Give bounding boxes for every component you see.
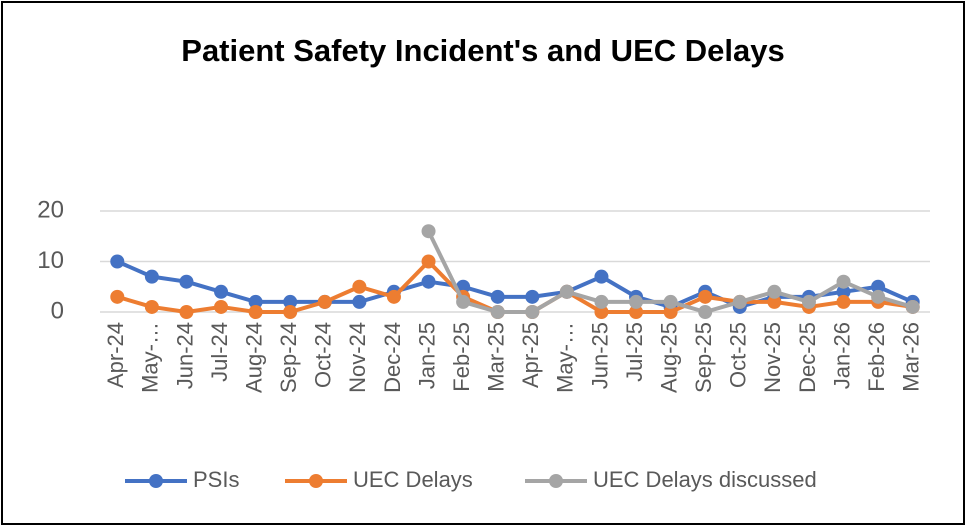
point xyxy=(283,305,298,319)
y-tick-label: 0 xyxy=(51,297,64,324)
point xyxy=(214,284,229,299)
point xyxy=(801,294,816,309)
point xyxy=(629,305,644,319)
y-tick-label: 20 xyxy=(37,196,64,223)
legend-label: UEC Delays xyxy=(353,467,473,492)
x-tick-label: May-… xyxy=(553,322,578,393)
x-tick-label: Dec-25 xyxy=(795,322,820,393)
x-tick-label: Aug-25 xyxy=(656,322,681,393)
point xyxy=(110,289,125,304)
point xyxy=(248,294,263,309)
point xyxy=(836,274,851,289)
x-tick-label: Feb-26 xyxy=(864,322,889,392)
point xyxy=(698,289,713,304)
point xyxy=(525,305,540,319)
point xyxy=(248,305,263,319)
point xyxy=(283,294,298,309)
x-tick-label: Mar-26 xyxy=(899,322,924,392)
point xyxy=(594,294,609,309)
point xyxy=(559,284,574,299)
point xyxy=(490,305,505,319)
point xyxy=(663,294,678,309)
series-line xyxy=(116,259,914,309)
legend-marker xyxy=(309,474,323,488)
x-tick-label: Apr-24 xyxy=(103,322,128,388)
x-tick-label: May-… xyxy=(138,322,163,393)
point xyxy=(767,284,782,299)
point xyxy=(490,289,505,304)
x-tick-label: Oct-24 xyxy=(311,322,336,388)
x-tick-label: Nov-25 xyxy=(760,322,785,393)
legend-marker xyxy=(549,474,563,488)
point xyxy=(317,294,332,309)
chart-title: Patient Safety Incident's and UEC Delays xyxy=(181,33,785,68)
point xyxy=(421,274,436,289)
point xyxy=(179,274,194,289)
x-tick-label: Sep-24 xyxy=(276,322,301,393)
point xyxy=(871,289,886,304)
point xyxy=(421,224,436,239)
point xyxy=(352,294,367,309)
point xyxy=(871,279,886,294)
point xyxy=(767,294,782,309)
point xyxy=(698,305,713,319)
legend-label: PSIs xyxy=(193,467,239,492)
point xyxy=(905,299,920,314)
x-tick-label: Apr-25 xyxy=(518,322,543,388)
x-tick-label: Sep-25 xyxy=(691,322,716,393)
point xyxy=(214,299,229,314)
x-tick-label: Jul-24 xyxy=(207,322,232,382)
point xyxy=(663,305,678,319)
y-tick-label: 10 xyxy=(37,247,64,274)
series-line xyxy=(116,259,913,314)
point xyxy=(144,299,159,314)
point xyxy=(594,305,609,319)
point xyxy=(110,254,125,269)
x-tick-label: Jan-26 xyxy=(829,322,854,389)
point xyxy=(179,305,194,319)
x-tick-label: Jun-25 xyxy=(587,322,612,389)
point xyxy=(594,269,609,284)
point xyxy=(456,294,471,309)
x-tick-label: Jan-25 xyxy=(414,322,439,389)
point xyxy=(421,254,436,269)
x-tick-label: Nov-24 xyxy=(345,322,370,393)
point xyxy=(629,294,644,309)
point xyxy=(836,284,851,299)
x-tick-label: Aug-24 xyxy=(241,322,266,393)
legend-marker xyxy=(149,474,163,488)
x-tick-label: Mar-25 xyxy=(484,322,509,392)
x-tick-label: Dec-24 xyxy=(380,322,405,393)
x-tick-label: Feb-25 xyxy=(449,322,474,392)
x-tick-label: Jun-24 xyxy=(172,322,197,389)
point xyxy=(386,289,401,304)
point xyxy=(352,279,367,294)
x-tick-label: Jul-25 xyxy=(622,322,647,382)
point xyxy=(836,294,851,309)
point xyxy=(144,269,159,284)
point xyxy=(525,289,540,304)
point xyxy=(732,294,747,309)
x-tick-label: Oct-25 xyxy=(726,322,751,388)
legend-label: UEC Delays discussed xyxy=(593,467,817,492)
